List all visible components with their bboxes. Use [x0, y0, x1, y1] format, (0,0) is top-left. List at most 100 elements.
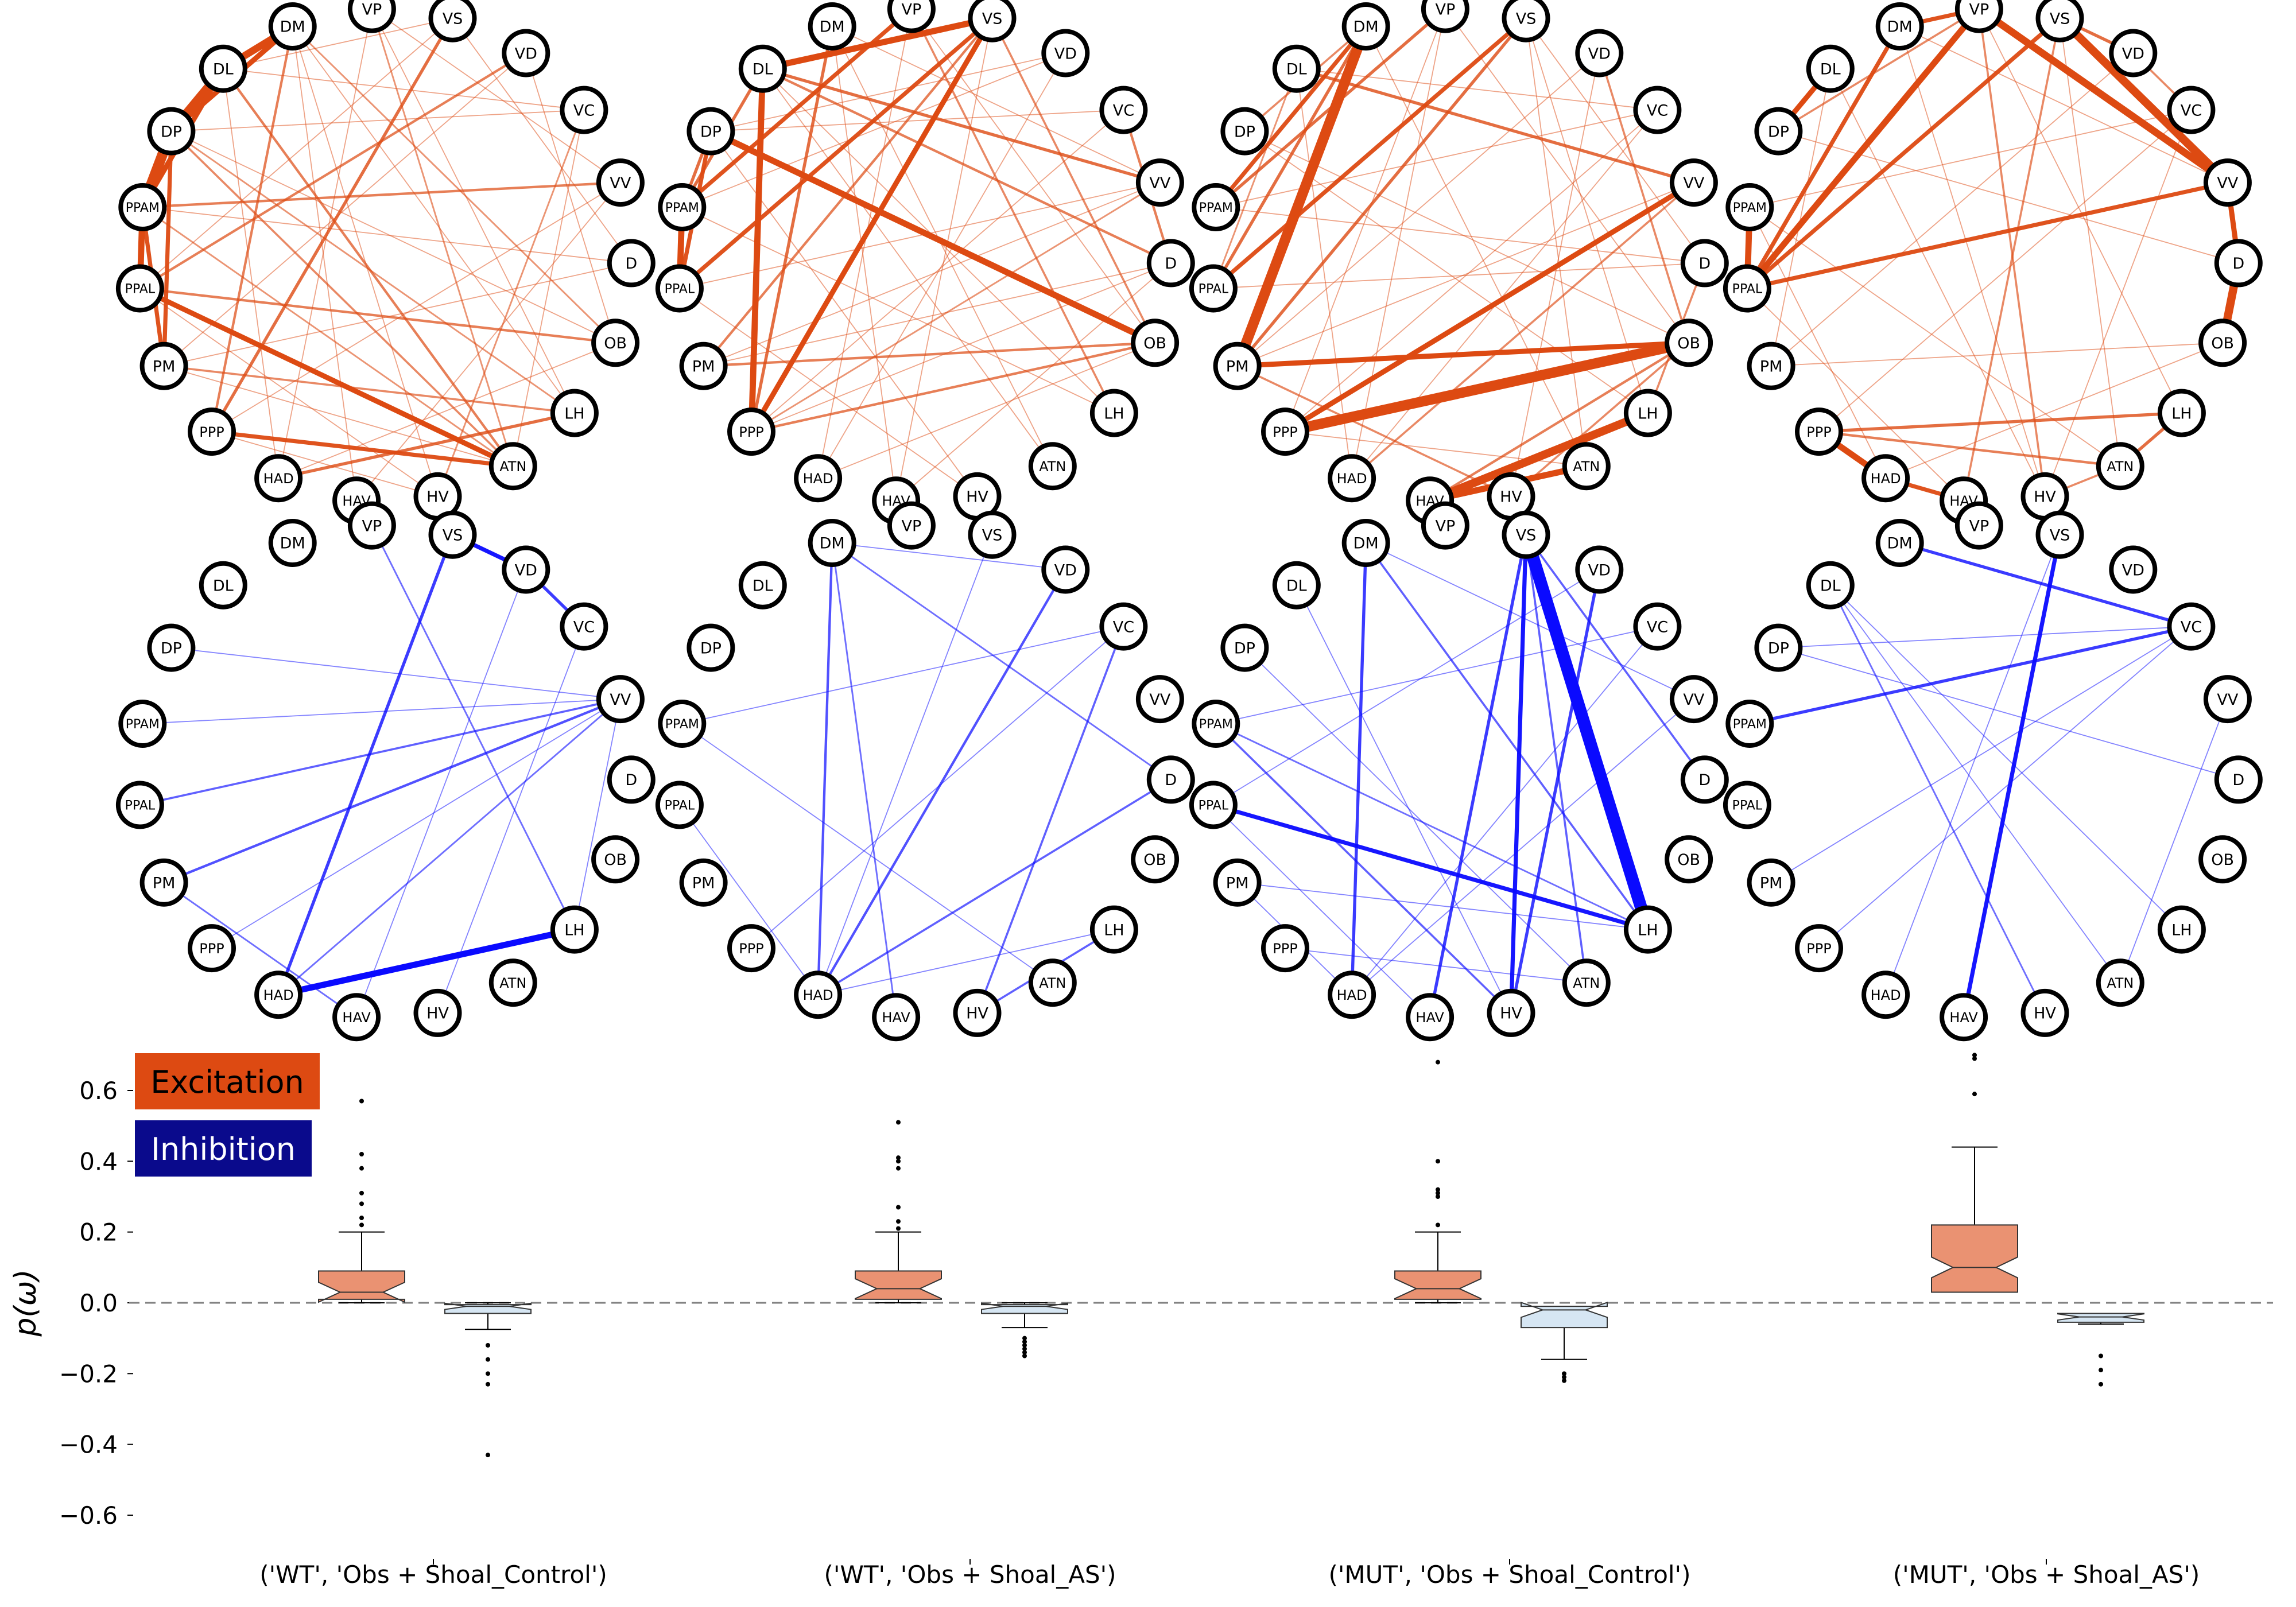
edge-dp-pm: [162, 129, 173, 368]
excitation-boxes: [318, 1053, 2018, 1303]
node-vd: VD: [2109, 29, 2158, 77]
node-label: PM: [692, 358, 715, 376]
node-lh: LH: [1623, 905, 1672, 954]
node-label: ATN: [1573, 459, 1600, 475]
edge-vs-atn: [1525, 533, 1588, 984]
edge-ppal-vs: [139, 17, 453, 289]
node-label: OB: [604, 851, 627, 869]
node-dp: DP: [1220, 107, 1269, 156]
x-tick-label: ('MUT', 'Obs + Shoal_Control'): [1329, 1561, 1691, 1589]
node-dm: DM: [1341, 2, 1390, 51]
node-label: DM: [820, 535, 845, 553]
outlier-point: [2099, 1353, 2103, 1358]
edge-vv-ppam: [142, 698, 621, 724]
node-circle: [332, 993, 381, 1042]
node-vc: VC: [1633, 602, 1682, 651]
node-label: DL: [1820, 577, 1841, 595]
edge-vs-had: [277, 533, 455, 996]
node-atn: ATN: [1562, 958, 1611, 1007]
edge-dm-vv: [831, 26, 1161, 184]
node-label: LH: [1638, 405, 1658, 422]
node-circle: [968, 510, 1017, 559]
node-label: VD: [515, 561, 537, 579]
node-d: D: [1146, 755, 1195, 804]
node-atn: ATN: [1562, 442, 1611, 491]
node-label: PM: [1226, 358, 1249, 376]
edge-lh-dm: [292, 26, 575, 414]
edge-dm-ob: [292, 25, 616, 344]
node-circle: [1487, 988, 1535, 1037]
node-label: PPAL: [1199, 798, 1229, 813]
node-vs: VS: [1502, 0, 1550, 42]
outlier-point: [1022, 1353, 1027, 1358]
node-vv: VV: [1669, 675, 1718, 724]
node-label: PPAM: [1733, 201, 1767, 215]
node-ob: OB: [1665, 835, 1713, 884]
edge-vp-vv: [371, 8, 621, 184]
edge-vv-ppal: [1745, 180, 2230, 291]
node-vp: VP: [887, 0, 936, 33]
node-vv: VV: [2203, 675, 2252, 724]
edge-vv-pm: [162, 697, 622, 884]
x-tick-label: ('WT', 'Obs + Shoal_Control'): [259, 1561, 607, 1589]
node-ob: OB: [1131, 319, 1180, 367]
node-circle: [738, 44, 787, 93]
node-lh: LH: [550, 389, 599, 437]
node-circle: [268, 2, 317, 51]
node-label: PPAM: [1733, 717, 1767, 732]
node-label: OB: [2211, 335, 2234, 352]
node-label: HAD: [803, 987, 833, 1003]
node-label: DL: [1286, 577, 1307, 595]
y-tick-label: −0.6: [59, 1501, 118, 1530]
node-ppal: PPAL: [1723, 781, 1771, 829]
node-circle: [428, 510, 477, 559]
node-label: LH: [564, 405, 584, 422]
node-dl: DL: [1272, 44, 1321, 93]
y-axis: 0.6 0.4 0.2 0.0 −0.2 −0.4 −0.6: [59, 1077, 133, 1530]
node-label: VS: [443, 526, 463, 544]
edge-vd-hv: [1509, 568, 1601, 1015]
node-label: PPAL: [125, 798, 156, 813]
node-vs: VS: [968, 510, 1017, 559]
node-dp: DP: [1754, 107, 1803, 156]
legend-inhibition-swatch: [135, 1120, 312, 1177]
node-circle: [1575, 545, 1624, 594]
edge-ppp-atn: [1817, 430, 2122, 468]
edge-ppal-had: [679, 804, 819, 996]
node-ob: OB: [2198, 319, 2247, 367]
node-vp: VP: [347, 501, 396, 550]
node-label: OB: [2211, 851, 2234, 869]
node-pm: PM: [139, 341, 188, 390]
outlier-point: [1972, 1056, 1977, 1061]
node-vd: VD: [1575, 545, 1624, 594]
node-dl: DL: [199, 561, 247, 610]
edge-atn-vc: [512, 109, 585, 467]
node-label: VS: [2050, 526, 2070, 544]
x-tick-label: ('MUT', 'Obs + Shoal_AS'): [1893, 1561, 2200, 1589]
edge-vp-lh: [1978, 8, 2182, 414]
node-circle: [2203, 158, 2252, 207]
edge-dp-hv: [710, 130, 978, 497]
node-dl: DL: [738, 561, 787, 610]
node-label: VV: [1149, 174, 1170, 192]
node-circle: [2214, 755, 2263, 804]
node-label: LH: [2171, 921, 2192, 939]
node-ppal: PPAL: [1723, 264, 1771, 313]
node-circle: [887, 501, 936, 550]
node-dp: DP: [147, 107, 196, 156]
node-label: ATN: [2107, 459, 2134, 475]
x-axis: ('WT', 'Obs + Shoal_Control') ('WT', 'Obs…: [259, 1559, 2200, 1589]
node-ppp: PPP: [1795, 407, 1843, 456]
edge-dp-ob: [170, 130, 616, 344]
node-label: HAD: [1337, 471, 1367, 487]
node-label: PM: [1760, 875, 1783, 892]
node-label: VC: [573, 102, 595, 119]
inhibition-box-2: [981, 1302, 1068, 1358]
node-ppal: PPAL: [655, 781, 704, 829]
node-circle: [808, 2, 856, 51]
edge-ppp-vp: [1285, 8, 1446, 432]
legend: Excitation Inhibition: [135, 1053, 320, 1177]
edge-vs-d: [1525, 17, 1705, 264]
edge-dl-pm: [1770, 68, 1831, 367]
